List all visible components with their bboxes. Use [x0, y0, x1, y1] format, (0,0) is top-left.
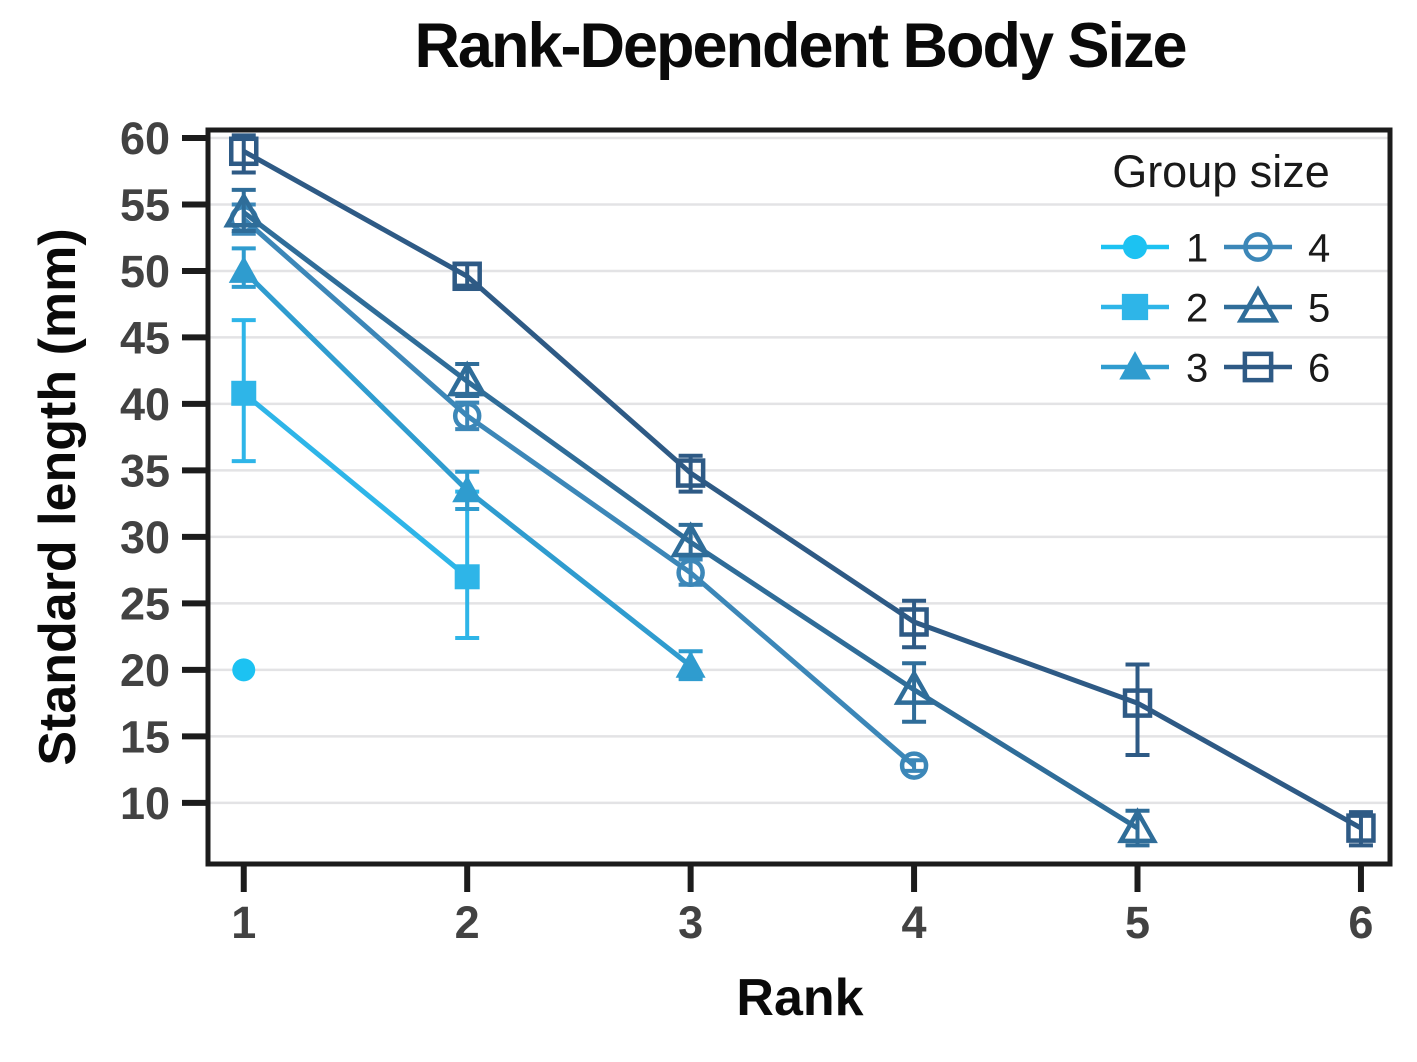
- data-point-marker: [1122, 234, 1148, 260]
- data-point-marker: [229, 136, 259, 167]
- data-point-marker: [1243, 232, 1273, 262]
- data-point-marker: [452, 475, 483, 503]
- data-point-marker: [676, 558, 705, 588]
- x-tick-label: 1: [231, 897, 256, 948]
- data-point-marker: [228, 255, 259, 283]
- series-line: [242, 217, 916, 768]
- y-tick-label: 40: [120, 379, 170, 430]
- legend-item-2: 2: [1101, 286, 1208, 330]
- series-line: [242, 391, 469, 579]
- data-point-marker: [223, 191, 265, 228]
- y-tick-label: 60: [120, 113, 170, 164]
- plot-border: [205, 127, 1393, 867]
- x-axis-label: Rank: [736, 969, 864, 1027]
- legend-item-label: 3: [1186, 346, 1208, 390]
- data-point-marker: [446, 360, 488, 397]
- legend-item-label: 4: [1308, 226, 1330, 270]
- y-tick-label: 25: [120, 579, 170, 630]
- x-tick-label: 3: [678, 897, 703, 948]
- y-tick-label: 45: [120, 313, 170, 364]
- data-point-marker: [675, 650, 706, 678]
- data-point-marker: [232, 658, 256, 682]
- gridlines: [208, 136, 1390, 805]
- x-tick-label: 6: [1348, 897, 1373, 948]
- legend-item-1: 1: [1101, 226, 1208, 270]
- y-tick-label: 20: [120, 645, 170, 696]
- chart-title: Rank-Dependent Body Size: [414, 11, 1187, 81]
- legend: 1 2 3 4 5 6: [1101, 226, 1330, 390]
- data-point-marker: [899, 751, 929, 780]
- series-1: [232, 658, 256, 682]
- data-point-marker: [1119, 351, 1151, 380]
- y-tick-label: 10: [120, 778, 170, 829]
- series-6: [229, 133, 1376, 848]
- data-point-marker: [899, 607, 929, 637]
- y-axis-label: Standard length (mm): [29, 228, 87, 766]
- x-tick-label: 4: [902, 897, 927, 948]
- legend-item-label: 6: [1308, 346, 1330, 390]
- data-point-marker: [452, 261, 482, 292]
- data-point-marker: [675, 458, 706, 488]
- y-tick-label: 50: [120, 246, 170, 297]
- y-tick-label: 15: [120, 712, 170, 763]
- legend-item-label: 1: [1186, 226, 1208, 270]
- data-point-marker: [454, 564, 480, 590]
- series-2: [231, 318, 480, 640]
- data-point-marker: [893, 669, 935, 705]
- x-tick-label: 2: [455, 897, 480, 948]
- legend-item-6: 6: [1224, 346, 1330, 390]
- legend-title: Group size: [1112, 146, 1330, 197]
- series-3: [228, 246, 706, 682]
- y-tick-label: 35: [120, 446, 170, 497]
- data-point-marker: [231, 380, 257, 406]
- data-point-marker: [670, 521, 712, 558]
- legend-item-5: 5: [1224, 285, 1330, 330]
- data-point-marker: [1242, 351, 1274, 383]
- y-tick-label: 55: [120, 180, 170, 231]
- data-point-marker: [1122, 688, 1153, 718]
- legend-item-label: 2: [1186, 286, 1208, 330]
- x-tick-label: 5: [1125, 897, 1150, 948]
- data-point-marker: [1117, 807, 1158, 844]
- data-point-marker: [1346, 813, 1376, 843]
- data-point-marker: [1236, 285, 1280, 323]
- data-point-marker: [1121, 293, 1149, 321]
- series-line: [242, 149, 1363, 831]
- legend-item-label: 5: [1308, 286, 1330, 330]
- series-5: [223, 187, 1158, 848]
- legend-item-3: 3: [1101, 346, 1208, 390]
- series-4: [229, 202, 929, 780]
- y-tick-label: 30: [120, 512, 170, 563]
- data-point-marker: [452, 401, 482, 431]
- legend-item-4: 4: [1224, 226, 1330, 270]
